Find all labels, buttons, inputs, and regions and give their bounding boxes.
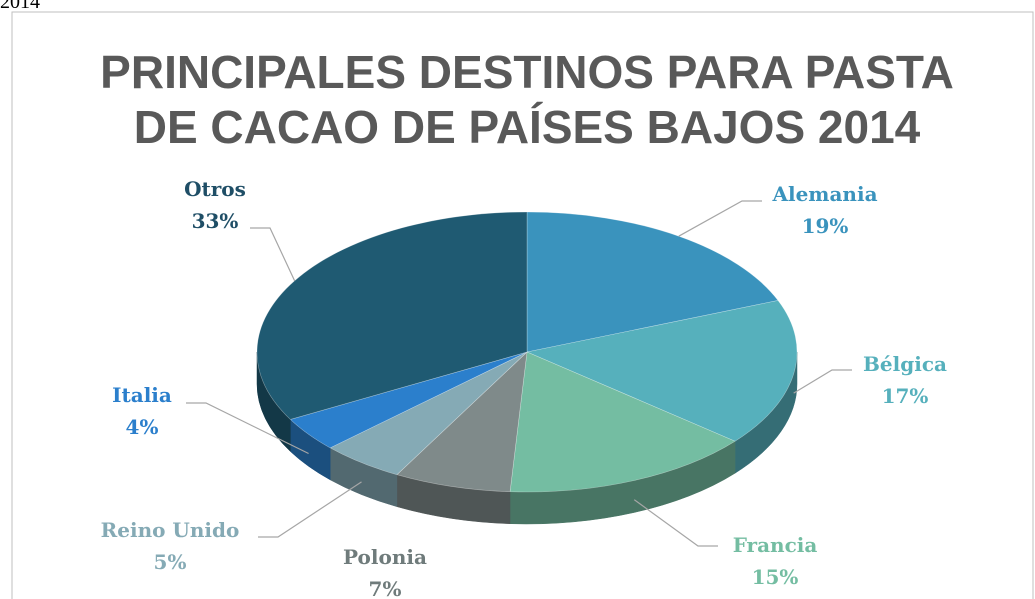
chart-title: PRINCIPALES DESTINOS PARA PASTA bbox=[100, 46, 954, 98]
data-label-value: 33% bbox=[192, 209, 239, 233]
pie-slice bbox=[256, 211, 528, 453]
leader-line bbox=[633, 499, 718, 547]
data-label-value: 7% bbox=[369, 577, 402, 599]
data-label-value: 5% bbox=[154, 550, 187, 574]
data-label-value: 15% bbox=[752, 565, 799, 589]
slice-top bbox=[509, 351, 736, 493]
data-label-name: Otros bbox=[184, 177, 246, 201]
data-label-name: Alemania bbox=[771, 182, 877, 206]
leader-line bbox=[678, 200, 762, 237]
data-label-name: Bélgica bbox=[863, 352, 947, 376]
data-label-value: 19% bbox=[802, 214, 849, 238]
leader-line bbox=[186, 402, 309, 455]
slice-top bbox=[396, 351, 528, 493]
page-caption: 2014 bbox=[0, 0, 40, 13]
leader-line bbox=[250, 227, 296, 281]
leader-line bbox=[258, 481, 362, 538]
data-label-name: Francia bbox=[733, 533, 818, 557]
slice-top bbox=[256, 211, 528, 420]
data-label-name: Reino Unido bbox=[101, 518, 240, 542]
slice-top bbox=[526, 300, 798, 442]
data-label-value: 4% bbox=[126, 415, 159, 439]
data-label-name: Polonia bbox=[343, 545, 427, 569]
chart-title: DE CACAO DE PAÍSES BAJOS 2014 bbox=[134, 101, 921, 153]
pie-slice bbox=[396, 351, 528, 524]
pie-slice bbox=[289, 351, 528, 481]
leader-line bbox=[793, 369, 852, 394]
data-label-value: 17% bbox=[882, 384, 929, 408]
data-label-name: Italia bbox=[112, 383, 172, 407]
